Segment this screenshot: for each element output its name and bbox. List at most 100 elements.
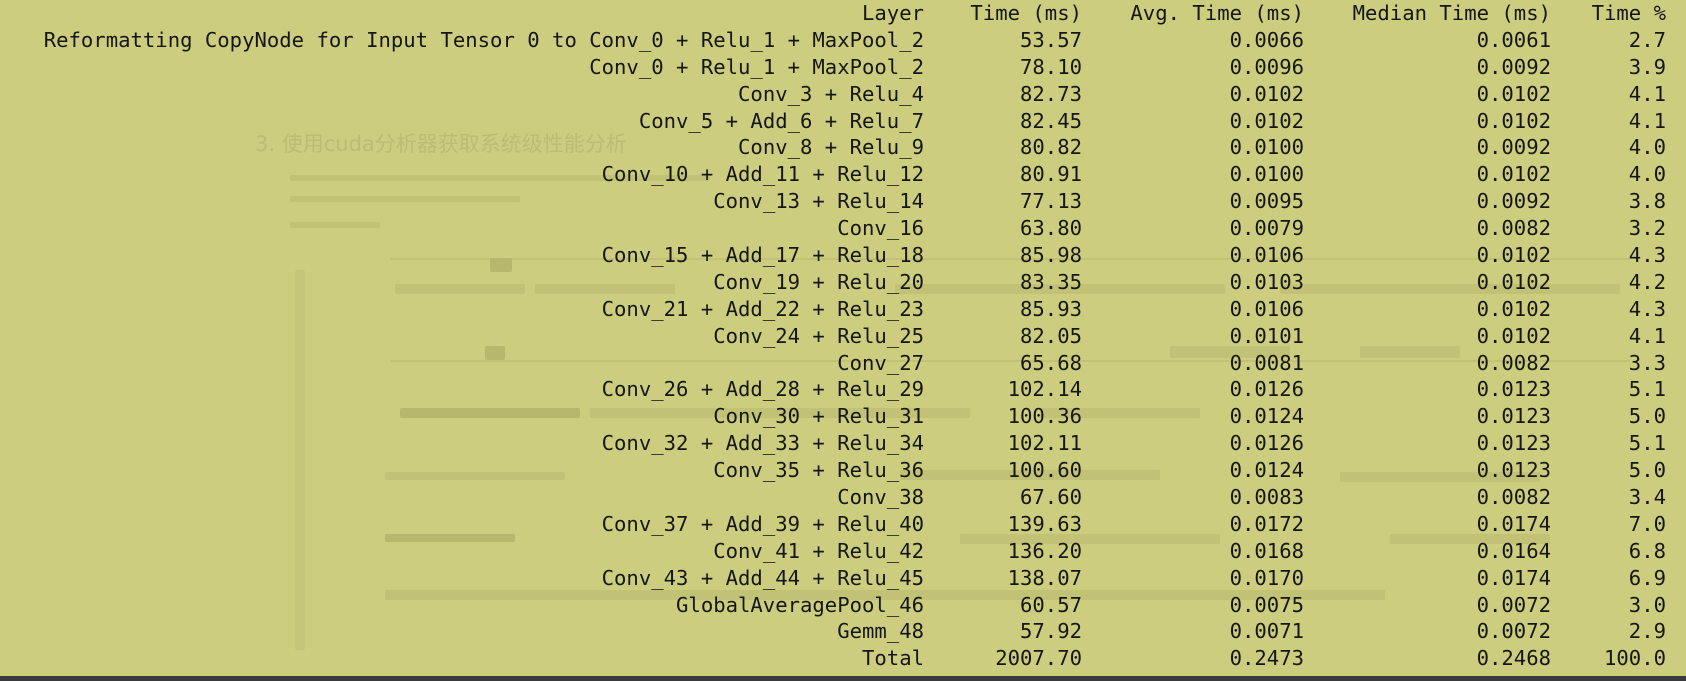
cell-median-time: 0.0072: [1476, 619, 1551, 644]
cell-median-time: 0.0072: [1476, 592, 1551, 617]
cell-layer: Conv_0 + Relu_1 + MaxPool_2: [589, 54, 924, 79]
cell-median-time: 0.0102: [1476, 108, 1551, 133]
cell-time: 100.60: [1007, 458, 1082, 483]
cell-time-percent: 7.0: [1628, 511, 1666, 536]
table-row: Conv_16 63.80 0.0079 0.0082 3.2: [0, 215, 1686, 242]
cell-median-time: 0.0061: [1476, 27, 1551, 52]
cell-avg-time: 0.0101: [1229, 323, 1304, 348]
cell-median-time: 0.0082: [1476, 485, 1551, 510]
terminal-bottom-edge: [0, 676, 1686, 681]
table-row: Conv_38 67.60 0.0083 0.0082 3.4: [0, 484, 1686, 511]
table-row: Conv_32 + Add_33 + Relu_34 102.11 0.0126 0.…: [0, 430, 1686, 457]
cell-median-time: 0.0123: [1476, 377, 1551, 402]
cell-avg-time: 0.0095: [1229, 189, 1304, 214]
table-row: Conv_8 + Relu_9 80.82 0.0100 0.0092 4.0: [0, 134, 1686, 161]
cell-layer: Conv_35 + Relu_36: [713, 458, 924, 483]
cell-time: 82.05: [1020, 323, 1082, 348]
cell-avg-time: 0.0106: [1229, 296, 1304, 321]
cell-median-time: 0.0082: [1476, 216, 1551, 241]
cell-time-percent: 4.3: [1628, 296, 1666, 321]
cell-time-percent: 5.0: [1628, 404, 1666, 429]
cell-layer: Conv_21 + Add_22 + Relu_23: [601, 296, 924, 321]
table-row: Conv_10 + Add_11 + Relu_12 80.91 0.0100 0.0…: [0, 161, 1686, 188]
header-time-percent: Time %: [1591, 1, 1666, 25]
cell-layer: Conv_3 + Relu_4: [738, 81, 924, 106]
cell-layer: Conv_43 + Add_44 + Relu_45: [601, 565, 924, 590]
cell-layer: GlobalAveragePool_46: [676, 592, 924, 617]
cell-median-time: 0.0123: [1476, 458, 1551, 483]
table-body: Reformatting CopyNode for Input Tensor 0…: [0, 27, 1686, 672]
cell-time: 65.68: [1020, 350, 1082, 375]
cell-avg-time: 0.0124: [1229, 458, 1304, 483]
cell-time: 138.07: [1007, 565, 1082, 590]
cell-time-percent: 3.0: [1628, 592, 1666, 617]
cell-median-time: 0.0174: [1476, 511, 1551, 536]
cell-layer: Conv_41 + Relu_42: [713, 538, 924, 563]
cell-avg-time: 0.0106: [1229, 243, 1304, 268]
table-header: Layer Time (ms) Avg. Time (ms) Median Ti…: [0, 0, 1686, 27]
cell-median-time: 0.0092: [1476, 54, 1551, 79]
cell-time: 78.10: [1020, 54, 1082, 79]
cell-time: 2007.70: [995, 646, 1082, 671]
cell-median-time: 0.2468: [1476, 646, 1551, 671]
cell-avg-time: 0.0071: [1229, 619, 1304, 644]
cell-avg-time: 0.0124: [1229, 404, 1304, 429]
cell-time-percent: 4.3: [1628, 243, 1666, 268]
cell-median-time: 0.0082: [1476, 350, 1551, 375]
cell-avg-time: 0.2473: [1229, 646, 1304, 671]
cell-time-percent: 5.1: [1628, 431, 1666, 456]
header-time: Time (ms): [970, 1, 1082, 25]
table-row: Conv_21 + Add_22 + Relu_23 85.93 0.0106 0.0…: [0, 296, 1686, 323]
cell-time-percent: 4.2: [1628, 269, 1666, 294]
table-row: Total 2007.70 0.2473 0.2468 100.0: [0, 645, 1686, 672]
cell-time: 102.14: [1007, 377, 1082, 402]
table-row: Conv_43 + Add_44 + Relu_45 138.07 0.0170 0.…: [0, 565, 1686, 592]
cell-layer: Conv_13 + Relu_14: [713, 189, 924, 214]
cell-layer: Conv_30 + Relu_31: [713, 404, 924, 429]
cell-layer: Conv_8 + Relu_9: [738, 135, 924, 160]
table-row: Conv_37 + Add_39 + Relu_40 139.63 0.0172 0.…: [0, 511, 1686, 538]
cell-median-time: 0.0123: [1476, 431, 1551, 456]
table-row: Conv_15 + Add_17 + Relu_18 85.98 0.0106 0.0…: [0, 242, 1686, 269]
cell-time: 83.35: [1020, 269, 1082, 294]
header-layer: Layer: [862, 1, 924, 25]
cell-avg-time: 0.0100: [1229, 135, 1304, 160]
cell-time: 82.73: [1020, 81, 1082, 106]
cell-time-percent: 6.9: [1628, 565, 1666, 590]
cell-layer: Conv_27: [837, 350, 924, 375]
cell-time-percent: 4.1: [1628, 108, 1666, 133]
cell-median-time: 0.0102: [1476, 243, 1551, 268]
cell-time-percent: 3.2: [1628, 216, 1666, 241]
cell-avg-time: 0.0096: [1229, 54, 1304, 79]
cell-layer: Total: [862, 646, 924, 671]
cell-time: 77.13: [1020, 189, 1082, 214]
cell-time-percent: 4.0: [1628, 135, 1666, 160]
cell-time-percent: 3.4: [1628, 485, 1666, 510]
cell-time: 136.20: [1007, 538, 1082, 563]
ghost-heading: 3. 使用cuda分析器获取系统级性能分析: [255, 132, 627, 156]
table-row: Conv_27 65.68 0.0081 0.0082 3.3: [0, 350, 1686, 377]
table-row: Conv_30 + Relu_31 100.36 0.0124 0.0123 5.0: [0, 403, 1686, 430]
cell-time: 85.98: [1020, 243, 1082, 268]
cell-time-percent: 3.9: [1628, 54, 1666, 79]
cell-avg-time: 0.0168: [1229, 538, 1304, 563]
cell-layer: Conv_37 + Add_39 + Relu_40: [601, 511, 924, 536]
table-row: Conv_3 + Relu_4 82.73 0.0102 0.0102 4.1: [0, 81, 1686, 108]
table-row: Reformatting CopyNode for Input Tensor 0…: [0, 27, 1686, 54]
cell-time-percent: 6.8: [1628, 538, 1666, 563]
cell-time: 80.91: [1020, 162, 1082, 187]
cell-time: 100.36: [1007, 404, 1082, 429]
cell-avg-time: 0.0170: [1229, 565, 1304, 590]
cell-time: 60.57: [1020, 592, 1082, 617]
cell-avg-time: 0.0126: [1229, 431, 1304, 456]
table-row: Gemm_48 57.92 0.0071 0.0072 2.9: [0, 618, 1686, 645]
cell-layer: Conv_32 + Add_33 + Relu_34: [601, 431, 924, 456]
cell-time: 67.60: [1020, 485, 1082, 510]
table-row: Conv_41 + Relu_42 136.20 0.0168 0.0164 6.8: [0, 538, 1686, 565]
cell-median-time: 0.0102: [1476, 323, 1551, 348]
table-row: Conv_13 + Relu_14 77.13 0.0095 0.0092 3.8: [0, 188, 1686, 215]
cell-layer: Conv_15 + Add_17 + Relu_18: [601, 243, 924, 268]
cell-median-time: 0.0174: [1476, 565, 1551, 590]
header-avg-time: Avg. Time (ms): [1130, 1, 1304, 25]
